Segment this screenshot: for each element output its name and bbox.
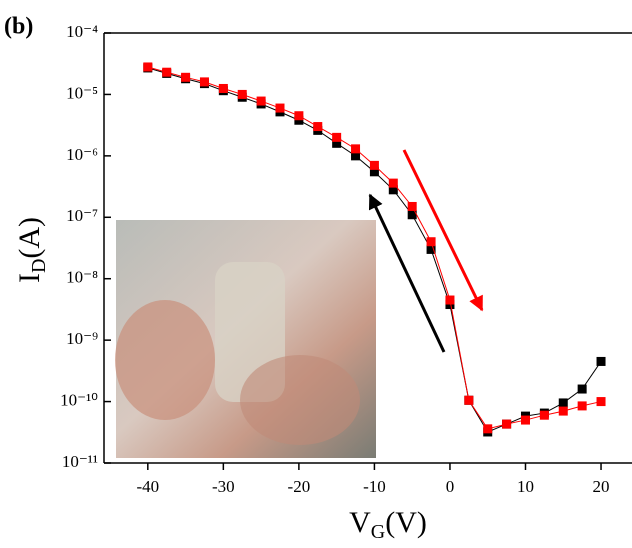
data-point: [218, 83, 228, 93]
data-point: [162, 67, 172, 77]
data-point: [407, 201, 417, 211]
data-point: [426, 237, 436, 247]
y-tick-label: 10⁻⁸: [66, 268, 98, 287]
x-tick-label: -20: [288, 477, 311, 496]
data-point: [143, 62, 153, 72]
y-tick-label: 10⁻⁶: [66, 145, 98, 164]
data-point: [445, 300, 455, 310]
x-tick-label: -30: [212, 477, 235, 496]
data-point: [275, 103, 285, 113]
data-point: [256, 96, 266, 106]
data-point: [237, 89, 247, 99]
y-tick-label: 10⁻⁹: [66, 329, 98, 348]
data-point: [332, 132, 342, 142]
data-point: [558, 398, 568, 408]
data-point: [294, 115, 304, 125]
data-point: [445, 295, 455, 305]
data-point: [313, 122, 323, 132]
y-axis-title: ID(A): [13, 217, 50, 283]
y-tick-label: 10⁻⁵: [66, 83, 98, 102]
x-tick-label: -10: [363, 477, 386, 496]
data-point: [351, 144, 361, 154]
data-point: [369, 160, 379, 170]
y-tick-label: 10⁻¹⁰: [60, 390, 98, 409]
x-title-main: V: [349, 506, 371, 539]
y-title-sub: D: [28, 259, 50, 273]
data-point: [596, 356, 606, 366]
y-tick-label: 10⁻¹¹: [62, 452, 98, 471]
data-point: [539, 410, 549, 420]
y-tick-label: 10⁻⁷: [66, 206, 98, 225]
data-point: [351, 151, 361, 161]
x-tick-label: -40: [136, 477, 159, 496]
data-point: [502, 419, 512, 429]
data-point: [369, 167, 379, 177]
x-tick-label: 10: [517, 477, 534, 496]
y-title-unit: (A): [13, 217, 46, 259]
data-point: [407, 210, 417, 220]
x-tick-label: 0: [446, 477, 455, 496]
arrow: [368, 193, 446, 353]
data-point: [388, 185, 398, 195]
data-point: [294, 111, 304, 121]
data-point: [577, 401, 587, 411]
data-point: [483, 424, 493, 434]
data-point: [464, 395, 474, 405]
x-tick-label: 20: [593, 477, 610, 496]
inset-photo: [115, 220, 376, 458]
y-title-main: I: [13, 273, 46, 283]
arrow: [402, 149, 484, 312]
data-point: [596, 397, 606, 407]
data-point: [181, 72, 191, 82]
panel-label: (b): [4, 14, 33, 40]
data-point: [332, 138, 342, 148]
data-point: [426, 244, 436, 254]
data-point: [577, 384, 587, 394]
y-tick-label: 10⁻⁴: [66, 22, 98, 41]
data-point: [558, 406, 568, 416]
data-point: [520, 415, 530, 425]
x-title-unit: (V): [385, 506, 427, 539]
data-point: [199, 77, 209, 87]
x-axis-title: VG(V): [349, 506, 427, 543]
data-point: [388, 178, 398, 188]
x-title-sub: G: [371, 521, 385, 543]
